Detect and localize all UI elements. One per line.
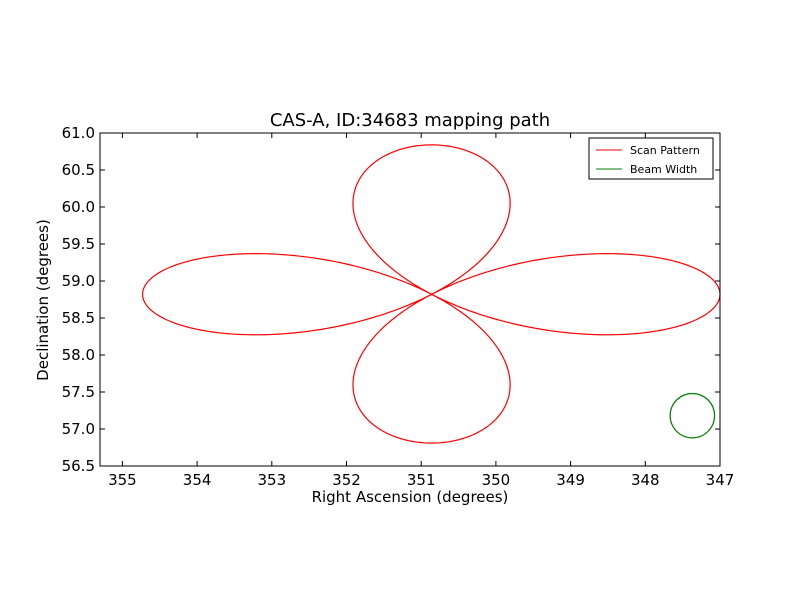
y-tick-label: 59.0 (62, 272, 95, 290)
x-tick-label: 348 (631, 471, 660, 489)
y-axis-ticks: 56.5 57.0 57.5 58.0 58.5 59.0 59.5 60.0 60.5 61.0 (62, 124, 720, 475)
y-tick-label: 57.5 (62, 383, 95, 401)
beam-width-circle (669, 392, 716, 439)
x-axis-label: Right Ascension (degrees) (312, 488, 509, 506)
chart-title: CAS-A, ID:34683 mapping path (270, 110, 550, 131)
x-tick-label: 347 (706, 471, 735, 489)
y-tick-label: 57.0 (62, 420, 95, 438)
legend: Scan Pattern Beam Width (588, 137, 714, 180)
x-tick-label: 355 (108, 471, 137, 489)
y-tick-label: 60.0 (62, 198, 95, 216)
y-tick-label: 61.0 (62, 124, 95, 142)
legend-box (588, 137, 714, 180)
x-tick-label: 350 (482, 471, 511, 489)
y-tick-label: 56.5 (62, 457, 95, 475)
x-tick-label: 352 (332, 471, 361, 489)
x-tick-label: 349 (556, 471, 585, 489)
legend-label-beam-width: Beam Width (630, 163, 697, 176)
y-tick-label: 58.5 (62, 309, 95, 327)
x-tick-label: 353 (257, 471, 286, 489)
legend-label-scan-pattern: Scan Pattern (630, 144, 700, 157)
plot-frame (99, 132, 721, 467)
x-axis-ticks: 355 354 353 352 351 350 349 348 347 (108, 133, 734, 489)
x-tick-label: 351 (407, 471, 436, 489)
y-tick-label: 60.5 (62, 161, 95, 179)
y-axis-label: Declination (degrees) (34, 219, 52, 381)
y-tick-label: 59.5 (62, 235, 95, 253)
plot-background (100, 133, 720, 466)
y-tick-label: 58.0 (62, 346, 95, 364)
plot-area: 355 354 353 352 351 350 349 348 347 56.5 57.0 57.5… (62, 124, 735, 489)
x-tick-label: 354 (183, 471, 212, 489)
